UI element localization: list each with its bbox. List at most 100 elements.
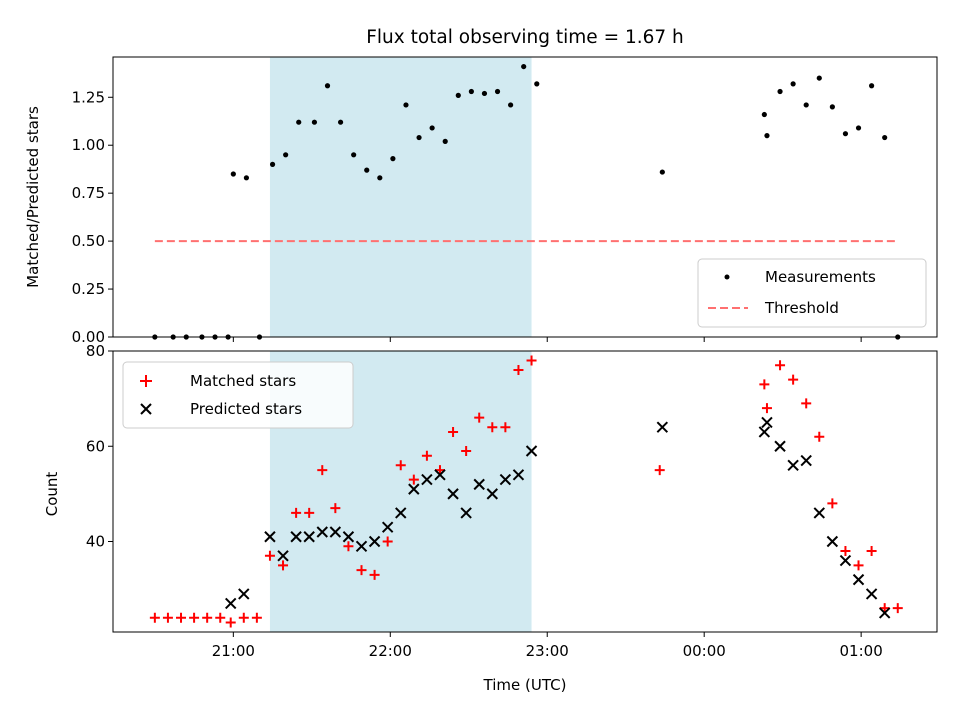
measurement-point xyxy=(416,134,422,141)
measurement-point xyxy=(468,88,474,95)
predicted-star-point xyxy=(460,507,472,519)
matched-star-point xyxy=(801,398,812,409)
measurement-point xyxy=(790,81,796,87)
predicted-star-point xyxy=(316,526,328,538)
predicted-star-point xyxy=(381,521,394,533)
y-tick-label: 0.25 xyxy=(72,280,105,298)
predicted-star-point xyxy=(368,535,381,548)
chart-title: Flux total observing time = 1.67 h xyxy=(366,27,684,48)
matched-star-point xyxy=(759,379,770,390)
predicted-star-point xyxy=(473,478,485,491)
measurement-point xyxy=(481,90,488,97)
measurement-point xyxy=(296,119,302,125)
predicted-star-point xyxy=(434,469,446,481)
matched-star-point xyxy=(775,360,786,371)
matched-star-point xyxy=(421,450,432,461)
predicted-star-point xyxy=(264,531,276,543)
legend-measurements-label: Measurements xyxy=(765,268,876,286)
predicted-star-point xyxy=(421,473,433,486)
matched-star-point xyxy=(330,503,341,514)
measurement-point xyxy=(442,138,448,144)
matched-star-point xyxy=(474,412,485,423)
legend-predicted-label: Predicted stars xyxy=(190,400,302,418)
measurement-point xyxy=(455,92,461,98)
measurement-point xyxy=(377,175,383,181)
highlight-span-rect xyxy=(269,57,532,337)
bottom-plot-frame xyxy=(112,350,938,633)
matched-star-point xyxy=(814,431,825,442)
legend-threshold-label: Threshold xyxy=(764,299,839,317)
top-highlight-band xyxy=(269,57,532,337)
predicted-star-point xyxy=(787,459,799,472)
top-plot-marks xyxy=(152,63,901,340)
matched-star-point xyxy=(317,465,328,476)
predicted-star-point xyxy=(408,483,420,495)
y-tick-label: 1.25 xyxy=(72,88,105,106)
predicted-star-point xyxy=(395,507,407,519)
top-y-axis-label: Matched/Predicted stars xyxy=(24,106,42,288)
measurement-point xyxy=(882,134,888,141)
matched-star-point xyxy=(513,365,524,376)
predicted-star-point xyxy=(342,531,355,543)
predicted-star-point xyxy=(865,588,878,600)
measurement-point xyxy=(508,102,514,108)
measurement-point xyxy=(243,175,250,181)
matched-star-point xyxy=(866,546,877,557)
y-tick-label: 0.75 xyxy=(72,184,105,202)
top-legend: Measurements Threshold xyxy=(697,258,927,328)
matched-star-point xyxy=(264,550,275,561)
predicted-star-point xyxy=(761,416,773,429)
matched-star-point xyxy=(526,355,537,366)
matched-star-point xyxy=(827,498,838,509)
predicted-star-point xyxy=(277,550,289,562)
matched-star-point xyxy=(304,507,315,518)
measurement-point xyxy=(429,125,435,131)
matched-star-point xyxy=(189,612,200,623)
measurement-point xyxy=(521,63,527,70)
legend-matched-label: Matched stars xyxy=(190,372,296,390)
matched-star-point xyxy=(853,560,864,571)
predicted-star-point xyxy=(447,488,459,500)
x-axis-label: Time (UTC) xyxy=(483,676,567,694)
predicted-star-point xyxy=(852,573,865,586)
matched-star-point xyxy=(251,612,262,623)
matched-star-point xyxy=(654,465,665,476)
predicted-star-point xyxy=(656,421,669,433)
predicted-star-point xyxy=(826,535,839,548)
y-tick-label: 80 xyxy=(86,342,105,360)
top-plot-frame xyxy=(112,56,938,338)
predicted-star-point xyxy=(813,507,825,519)
x-tick-label: 23:00 xyxy=(526,642,569,660)
bottom-legend-box xyxy=(122,361,354,429)
predicted-star-point xyxy=(839,554,852,567)
matched-star-point xyxy=(487,422,498,433)
y-tick-label: 60 xyxy=(86,437,105,455)
measurement-point xyxy=(534,81,540,87)
predicted-star-point xyxy=(329,526,342,538)
matched-star-point xyxy=(879,603,890,614)
matched-star-point xyxy=(278,560,289,571)
predicted-star-point xyxy=(800,454,812,467)
matched-star-point xyxy=(215,612,226,623)
measurement-point xyxy=(283,152,289,158)
matched-star-point xyxy=(461,446,472,457)
measurement-point xyxy=(869,83,875,89)
measurement-point xyxy=(764,133,770,139)
legend-matched-marker xyxy=(140,375,152,387)
matched-star-point xyxy=(343,541,354,552)
legend-measurements-marker xyxy=(724,274,730,280)
matched-star-point xyxy=(238,612,249,623)
measurement-point xyxy=(494,88,501,95)
matched-star-point xyxy=(149,612,160,623)
matched-star-point xyxy=(434,465,445,476)
matched-star-point xyxy=(408,474,419,485)
x-tick-label: 21:00 xyxy=(212,642,255,660)
measurement-point xyxy=(230,171,236,177)
bottom-plot-marks xyxy=(149,355,903,628)
measurement-point xyxy=(855,125,862,131)
top-legend-box xyxy=(697,258,927,328)
measurement-point xyxy=(659,169,665,175)
predicted-star-point xyxy=(290,531,302,543)
measurement-point xyxy=(390,156,396,162)
